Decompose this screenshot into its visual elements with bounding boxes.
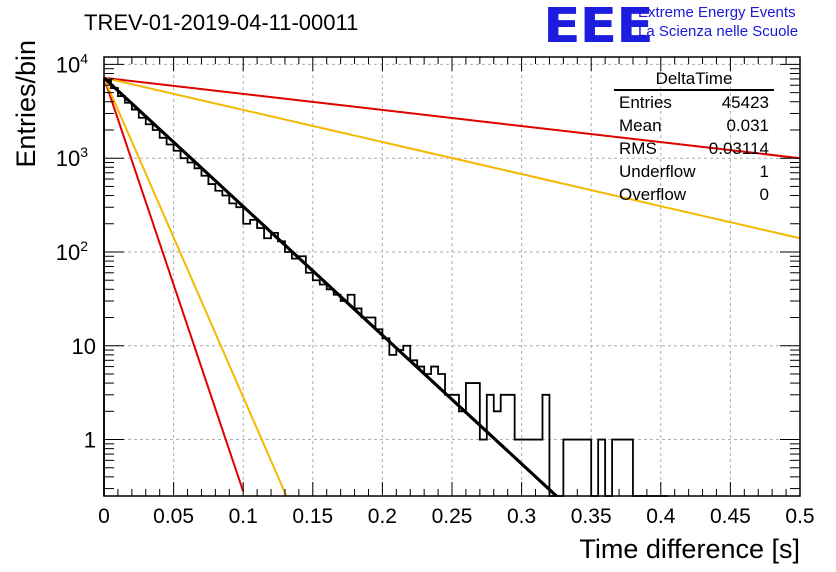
- stats-value: 45423: [721, 93, 769, 112]
- stats-value: 0: [759, 185, 769, 204]
- x-tick-label: 0.35: [571, 505, 612, 528]
- x-tick-label: 0.1: [229, 505, 258, 528]
- stats-label: RMS: [619, 139, 657, 158]
- orange-curve-upper: [103, 76, 801, 240]
- y-tick-label: 102: [56, 238, 88, 265]
- logo-subtitle-2: La Scienza nelle Scuole: [638, 23, 799, 40]
- stats-label: Mean: [619, 116, 662, 135]
- stats-label: Overflow: [619, 185, 687, 204]
- tick-labels: 0 0.05 0.1 0.15 0.2 0.25 0.3 0.35 0.4 0.45 0.51101…: [56, 50, 815, 528]
- stats-title: DeltaTime: [614, 69, 774, 91]
- x-tick-label: 0.3: [507, 505, 536, 528]
- red-curve-lower: [103, 77, 245, 492]
- stats-value: 1: [759, 162, 769, 181]
- stats-row-overflow: Overflow 0: [611, 183, 779, 206]
- histogram-outline: [103, 79, 668, 497]
- x-tick-label: 0.15: [292, 505, 333, 528]
- stats-label: Entries: [619, 93, 672, 112]
- red-curve-upper: [103, 76, 801, 160]
- stats-row-rms: RMS 0.03114: [611, 137, 779, 160]
- x-tick-label: 0.05: [153, 505, 194, 528]
- x-tick-label: 0.25: [432, 505, 473, 528]
- y-tick-label: 1: [84, 428, 96, 453]
- stats-row-underflow: Underflow 1: [611, 160, 779, 183]
- eee-logo: EEE: [543, 0, 654, 54]
- stats-value: 0.03114: [708, 139, 769, 158]
- x-tick-label: 0.4: [646, 505, 676, 528]
- stats-row-mean: Mean 0.031: [611, 114, 779, 137]
- fit-line-overlay: [102, 76, 558, 498]
- x-tick-label: 0: [98, 505, 110, 528]
- y-axis-label: Entries/bin: [11, 40, 41, 168]
- orange-curve-lower: [103, 77, 288, 497]
- y-tick-label: 103: [56, 144, 88, 171]
- x-tick-label: 0.45: [710, 505, 751, 528]
- x-tick-label: 0.5: [785, 505, 814, 528]
- y-tick-label: 10: [72, 334, 96, 359]
- stats-row-entries: Entries 45423: [611, 91, 779, 114]
- stats-box: DeltaTime Entries 45423 Mean 0.031 RMS 0…: [611, 69, 779, 206]
- x-tick-label: 0.2: [368, 505, 397, 528]
- axis-ticks: [103, 57, 801, 496]
- logo-subtitle-1: Extreme Energy Events: [638, 4, 796, 21]
- x-axis-label: Time difference [s]: [579, 534, 800, 564]
- histogram-layer: [102, 76, 668, 498]
- y-tick-label: 104: [56, 50, 88, 77]
- stats-label: Underflow: [619, 162, 696, 181]
- chart-title: TREV-01-2019-04-11-00011: [84, 10, 359, 35]
- stats-value: 0.031: [726, 116, 769, 135]
